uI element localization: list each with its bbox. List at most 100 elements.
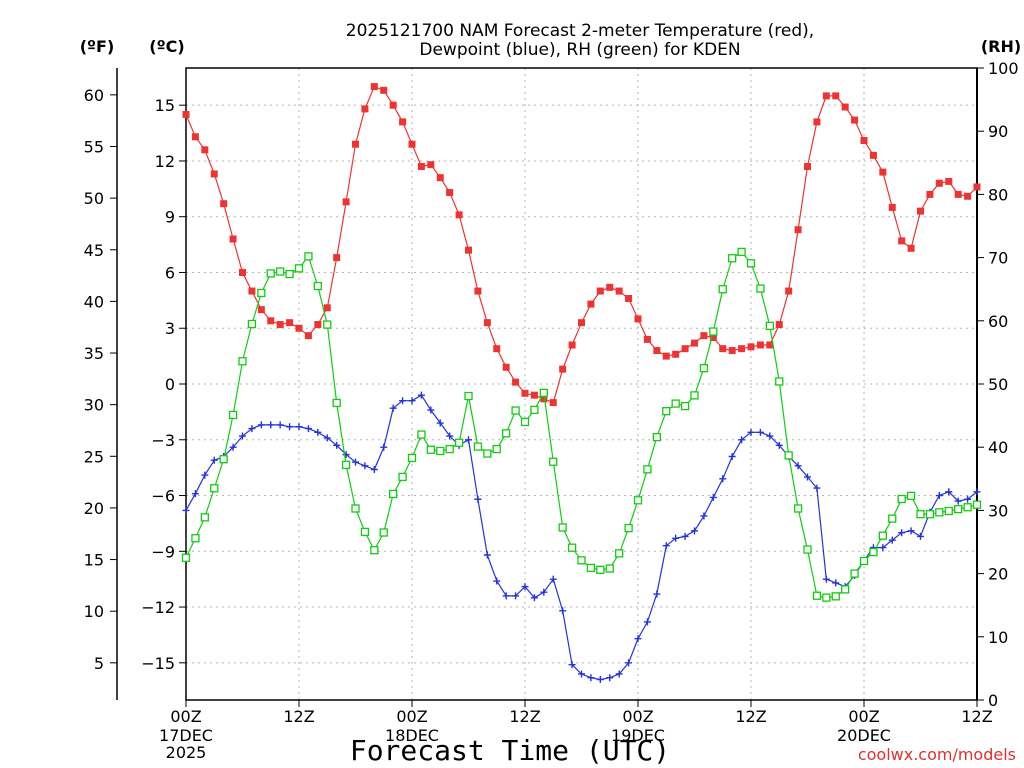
data-point — [247, 319, 257, 329]
time-tick-label: 12Z — [735, 707, 766, 726]
data-point — [898, 529, 906, 537]
time-tick-label: 12Z — [509, 707, 540, 726]
data-point — [605, 564, 614, 573]
data-point — [634, 635, 642, 643]
data-point — [473, 442, 483, 451]
fahrenheit-tick-label: 55 — [84, 137, 104, 156]
celsius-tick-label: 15 — [155, 96, 175, 115]
data-point — [746, 259, 756, 268]
data-point — [182, 110, 190, 118]
celsius-tick-label: −9 — [151, 542, 175, 561]
data-point — [540, 395, 548, 403]
data-point — [530, 391, 538, 399]
data-point — [578, 670, 585, 678]
series-line — [185, 394, 978, 681]
data-point — [417, 391, 425, 399]
time-tick-label: 12Z — [961, 707, 992, 726]
data-point — [917, 532, 924, 540]
data-point — [228, 410, 238, 420]
data-point — [549, 399, 557, 407]
data-point — [379, 528, 388, 537]
rh-unit-label: (RH) — [981, 37, 1021, 56]
data-point — [238, 357, 247, 366]
data-point — [248, 287, 256, 295]
data-point — [822, 92, 830, 100]
data-point — [672, 534, 680, 542]
rh-tick-label: 10 — [988, 628, 1008, 647]
data-point — [954, 190, 962, 198]
celsius-axis: 15 12 9 6 3 0 −3 −6 −9 −12 −15 — [141, 96, 186, 673]
data-point — [709, 327, 718, 336]
data-point — [426, 445, 435, 454]
celsius-tick-label: 6 — [165, 263, 175, 282]
data-point — [408, 140, 416, 148]
data-point — [832, 92, 840, 100]
celsius-tick-label: −3 — [151, 431, 175, 450]
data-point — [286, 319, 294, 327]
data-point — [210, 484, 219, 493]
data-point — [813, 484, 821, 492]
data-point — [935, 179, 943, 187]
time-date-label: 17DEC — [159, 726, 213, 745]
rh-tick-label: 60 — [988, 312, 1008, 331]
data-point — [520, 417, 530, 427]
celsius-tick-label: −15 — [141, 654, 175, 673]
fahrenheit-tick-label: 40 — [84, 292, 104, 311]
data-point — [737, 247, 746, 257]
rh-tick-label: 70 — [988, 249, 1008, 268]
data-point — [285, 269, 294, 279]
fahrenheit-tick-label: 25 — [84, 447, 104, 466]
data-point — [295, 423, 303, 431]
data-point — [633, 496, 643, 505]
data-point — [389, 404, 397, 412]
data-point — [822, 593, 831, 602]
data-point — [634, 315, 642, 323]
data-point — [201, 471, 209, 479]
data-point — [417, 430, 426, 439]
data-point — [342, 451, 350, 459]
series-line — [185, 251, 978, 599]
data-point — [304, 332, 312, 340]
data-point — [257, 288, 266, 298]
data-point — [859, 556, 869, 566]
data-point — [286, 423, 294, 431]
data-point — [954, 504, 963, 514]
data-point — [860, 136, 868, 144]
data-point — [417, 163, 425, 171]
celsius-tick-label: 12 — [155, 152, 175, 171]
data-point — [738, 345, 746, 353]
data-point — [615, 287, 623, 295]
data-point — [549, 575, 557, 583]
celsius-tick-label: 0 — [165, 375, 175, 394]
data-point — [813, 118, 821, 126]
data-point — [822, 575, 830, 583]
data-point — [832, 579, 840, 587]
data-point — [483, 319, 491, 327]
data-point — [408, 397, 416, 405]
credit-link[interactable]: coolwx.com/models — [858, 745, 1016, 764]
data-point — [512, 592, 520, 600]
data-point — [370, 466, 378, 474]
data-point — [352, 140, 359, 148]
data-point — [700, 332, 708, 340]
data-point — [606, 674, 614, 682]
fahrenheit-tick-label: 35 — [84, 344, 104, 363]
data-point — [465, 436, 472, 444]
fahrenheit-tick-label: 50 — [84, 189, 104, 208]
data-point — [765, 321, 774, 331]
data-point — [219, 455, 228, 464]
data-point — [719, 345, 727, 353]
data-point — [775, 377, 784, 386]
rh-tick-label: 100 — [988, 59, 1019, 78]
data-point — [728, 254, 737, 263]
data-point — [925, 510, 935, 519]
fahrenheit-tick-label: 30 — [84, 396, 104, 415]
data-point — [323, 434, 331, 442]
data-point — [587, 674, 595, 682]
data-point — [615, 670, 623, 678]
data-point — [935, 508, 944, 517]
data-point — [672, 350, 680, 358]
rh-tick-label: 30 — [988, 501, 1008, 520]
data-point — [775, 321, 783, 329]
data-point — [191, 534, 200, 543]
